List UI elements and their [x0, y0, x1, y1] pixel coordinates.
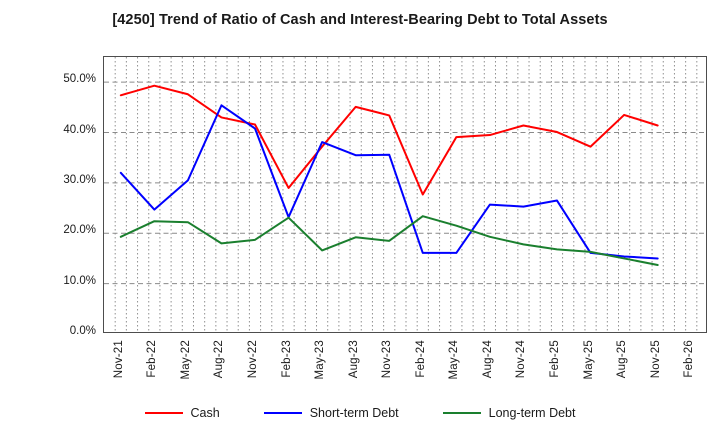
x-axis-tick-label: Nov-25	[649, 340, 662, 379]
legend-label: Short-term Debt	[309, 406, 399, 420]
chart-legend: Cash Short-term Debt Long-term Debt	[0, 406, 720, 420]
legend-item-short-term-debt[interactable]: Short-term Debt	[263, 406, 399, 420]
x-axis-tick-label: Aug-23	[347, 340, 360, 379]
y-axis-tick-label: 30.0%	[63, 173, 96, 186]
legend-label: Long-term Debt	[488, 406, 576, 420]
x-axis-tick-label: May-22	[179, 340, 192, 380]
series-line-short-term-debt	[119, 104, 659, 260]
y-axis-tick-label: 40.0%	[63, 123, 96, 136]
x-axis-tick-label: Nov-24	[515, 340, 528, 379]
x-axis-tick-label: May-23	[314, 340, 327, 380]
x-axis-tick-label: Aug-25	[616, 340, 629, 379]
x-axis-tick-label: Aug-24	[481, 340, 494, 379]
series-line-cash	[119, 84, 659, 196]
x-axis-tick-label: Feb-23	[280, 340, 293, 378]
y-axis-tick-label: 0.0%	[69, 325, 96, 337]
x-axis-tick-label: Nov-22	[247, 340, 259, 379]
x-axis-tick-label: Nov-21	[112, 340, 125, 379]
x-axis-tick-label: May-25	[582, 340, 595, 380]
plot-area	[103, 56, 707, 333]
x-axis-tick-label: Feb-22	[146, 340, 159, 378]
y-axis: 0.0% 10.0% 20.0% 30.0% 40.0% 50.0%	[30, 0, 96, 440]
legend-swatch-icon	[263, 412, 302, 414]
grid-lines	[104, 57, 706, 332]
y-axis-tick-label: 10.0%	[63, 274, 96, 287]
series-lines	[119, 84, 659, 266]
y-axis-tick-label: 20.0%	[63, 224, 96, 237]
series-line-long-term-debt	[119, 215, 659, 266]
legend-item-long-term-debt[interactable]: Long-term Debt	[442, 406, 576, 420]
legend-swatch-icon	[144, 412, 183, 414]
y-axis-tick-label: 50.0%	[63, 73, 96, 86]
x-axis-tick-label: Feb-25	[549, 340, 561, 378]
x-axis-tick-label: Feb-26	[683, 340, 696, 378]
legend-swatch-icon	[442, 412, 481, 414]
x-axis-tick-label: Aug-22	[213, 340, 226, 379]
chart-title: [4250] Trend of Ratio of Cash and Intere…	[112, 12, 608, 28]
legend-label: Cash	[190, 406, 220, 420]
x-axis-tick-label: May-24	[448, 340, 461, 380]
x-axis-tick-label: Nov-23	[381, 340, 394, 379]
x-axis-tick-label: Feb-24	[414, 340, 427, 378]
legend-item-cash[interactable]: Cash	[144, 406, 220, 420]
